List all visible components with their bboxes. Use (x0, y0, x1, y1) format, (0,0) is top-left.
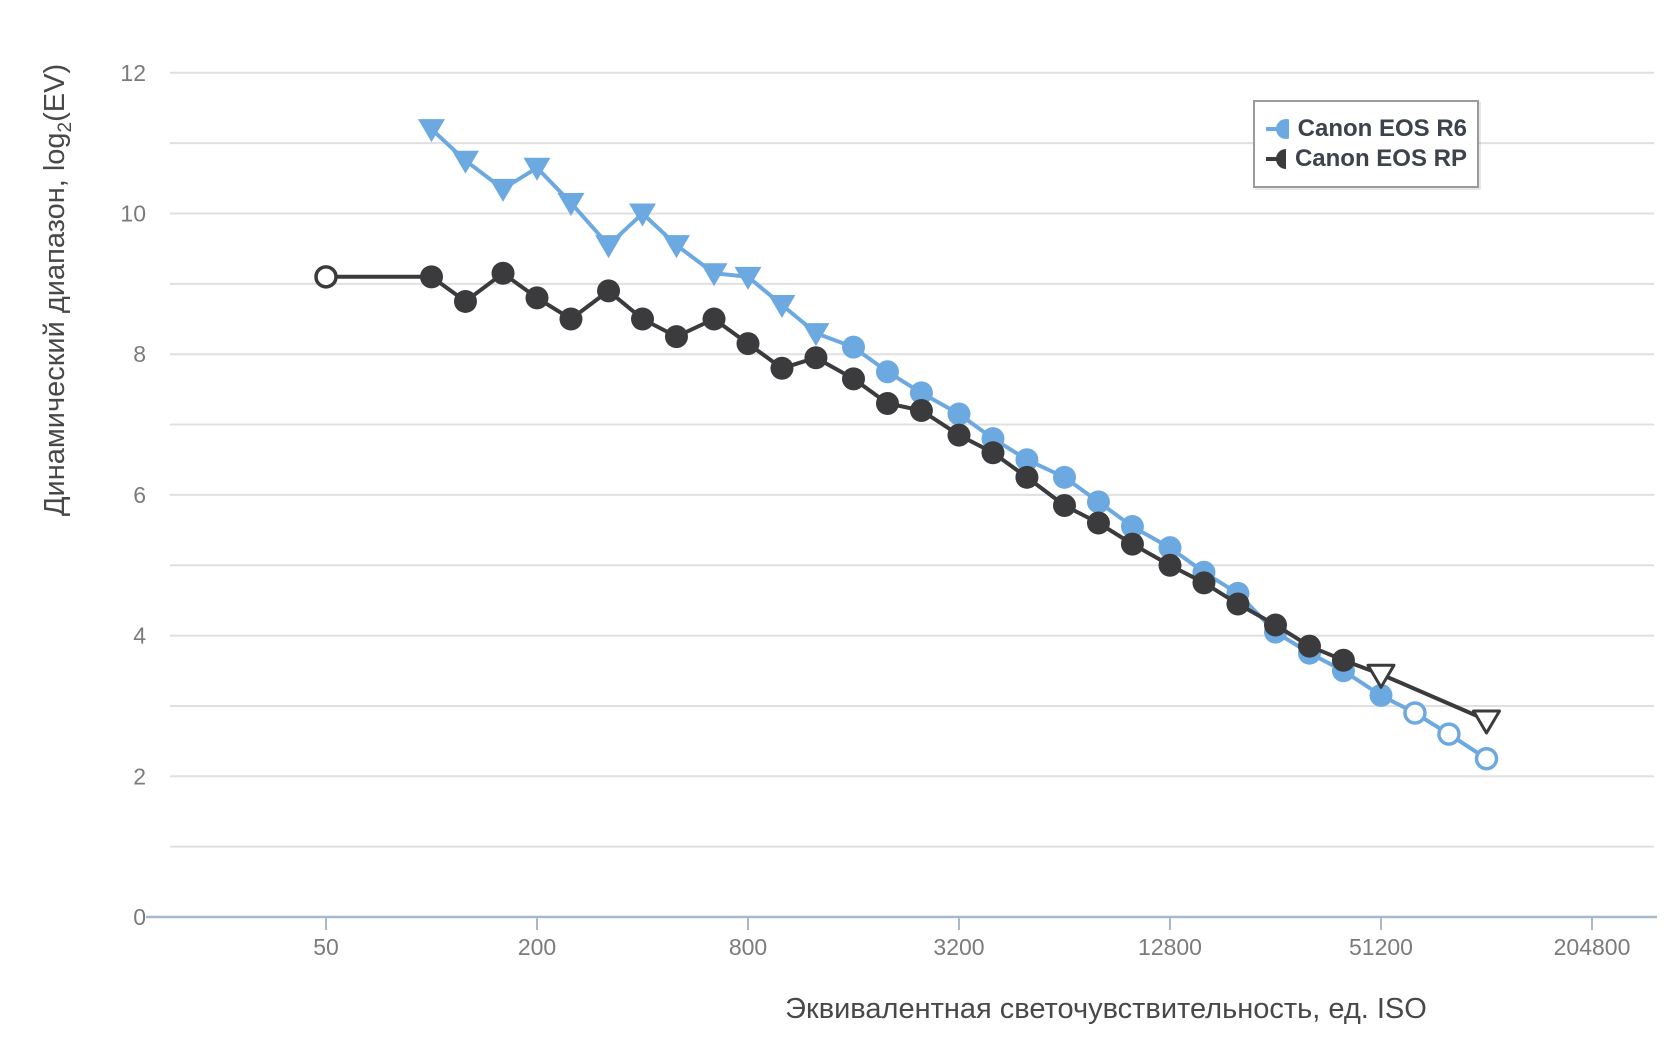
marker-circle-canon-eos-rp (1331, 648, 1355, 672)
marker-triangle-canon-eos-r6 (734, 266, 762, 290)
marker-circle-canon-eos-rp (947, 423, 971, 447)
marker-circle-canon-eos-rp (981, 441, 1005, 465)
marker-circle-canon-eos-rp (1264, 613, 1287, 637)
marker-circle-canon-eos-rp (842, 367, 865, 391)
marker-circle-canon-eos-rp (559, 307, 583, 331)
marker-open-triangle-canon-eos-rp (1366, 663, 1396, 689)
x-tick-labels: 50 200 800 3200 12800 51200 204800 (313, 934, 1630, 960)
x-tick-label: 50 (313, 934, 339, 960)
y-tick-label: 2 (133, 763, 146, 789)
marker-triangle-canon-eos-r6 (557, 192, 585, 216)
y-axis-title-prefix: Динамический диапазон, log (39, 132, 71, 516)
series-group (314, 119, 1501, 771)
marker-circle-canon-eos-rp (909, 398, 933, 422)
marker-triangle-canon-eos-r6 (595, 235, 623, 259)
x-tick-label: 800 (729, 934, 767, 960)
legend-marker-canon-eos-rp (1266, 149, 1286, 169)
x-tick-label: 3200 (933, 934, 984, 960)
marker-circle-canon-eos-rp (1226, 592, 1250, 616)
legend-item-canon-eos-rp[interactable]: Canon EOS RP (1265, 145, 1467, 173)
marker-circle-canon-eos-rp (453, 289, 477, 313)
y-tick-label: 0 (133, 904, 146, 930)
marker-circle-canon-eos-rp (1297, 634, 1321, 658)
marker-circle-canon-eos-r6 (1053, 465, 1076, 489)
marker-circle-canon-eos-r6 (1015, 448, 1039, 472)
marker-circle-canon-eos-r6 (875, 360, 899, 384)
marker-triangle-canon-eos-r6 (489, 178, 517, 202)
marker-circle-canon-eos-rp (631, 307, 654, 331)
marker-circle-canon-eos-r6 (1086, 490, 1110, 514)
marker-circle-canon-eos-r6 (1120, 515, 1144, 539)
marker-circle-canon-eos-rp (770, 356, 794, 380)
legend: Canon EOS R6 Canon EOS RP (1253, 100, 1479, 188)
legend-item-canon-eos-r6[interactable]: Canon EOS R6 (1265, 115, 1467, 143)
x-tick-label: 12800 (1138, 934, 1202, 960)
marker-circle-canon-eos-rp (875, 391, 899, 415)
marker-circle-canon-eos-r6 (842, 335, 865, 359)
x-tick-label: 204800 (1554, 934, 1631, 960)
x-axis (146, 915, 1657, 930)
marker-triangle-canon-eos-r6 (768, 294, 796, 318)
marker-open-circle-canon-eos-r6 (1437, 722, 1461, 746)
marker-circle-canon-eos-rp (420, 265, 443, 289)
legend-label-canon-eos-r6: Canon EOS R6 (1297, 115, 1467, 142)
x-axis-title: Эквивалентная светочувствительность, ед.… (785, 993, 1427, 1025)
y-tick-labels: 0 2 4 6 8 10 12 (120, 60, 146, 930)
x-tick-label: 51200 (1349, 934, 1413, 960)
marker-circle-canon-eos-rp (736, 332, 760, 356)
marker-circle-canon-eos-rp (1015, 465, 1039, 489)
x-tick-label: 200 (518, 934, 556, 960)
y-tick-label: 6 (133, 482, 146, 508)
marker-circle-canon-eos-r6 (1158, 536, 1182, 560)
marker-circle-canon-eos-rp (702, 307, 726, 331)
marker-open-circle-canon-eos-r6 (1403, 701, 1427, 725)
marker-circle-canon-eos-rp (664, 325, 688, 349)
marker-triangle-canon-eos-r6 (629, 203, 656, 227)
marker-circle-canon-eos-rp (597, 279, 621, 303)
y-tick-label: 12 (120, 60, 146, 86)
y-tick-label: 10 (120, 201, 146, 227)
marker-circle-canon-eos-rp (1053, 493, 1076, 517)
marker-circle-canon-eos-rp (525, 286, 549, 310)
y-axis-title-suffix: (EV) (39, 64, 71, 122)
marker-triangle-canon-eos-r6 (523, 157, 551, 181)
marker-open-triangle-canon-eos-rp (1472, 709, 1501, 735)
marker-circle-canon-eos-rp (1192, 571, 1216, 595)
marker-open-circle-canon-eos-rp (314, 265, 338, 289)
marker-triangle-canon-eos-r6 (802, 323, 830, 347)
marker-circle-canon-eos-rp (1120, 532, 1144, 556)
marker-circle-canon-eos-rp (491, 261, 515, 285)
marker-open-circle-canon-eos-r6 (1474, 746, 1499, 771)
marker-circle-canon-eos-r6 (1369, 683, 1393, 707)
marker-triangle-canon-eos-r6 (451, 150, 479, 174)
y-axis-title-subscript: 2 (55, 122, 76, 133)
gridlines (170, 71, 1654, 848)
marker-triangle-canon-eos-r6 (662, 235, 690, 259)
marker-triangle-canon-eos-r6 (418, 119, 445, 143)
marker-circle-canon-eos-rp (804, 346, 828, 370)
marker-circle-canon-eos-rp (1086, 511, 1110, 535)
marker-circle-canon-eos-r6 (947, 402, 971, 426)
y-tick-label: 4 (133, 623, 146, 649)
legend-marker-canon-eos-r6 (1266, 119, 1289, 139)
marker-triangle-canon-eos-r6 (700, 263, 728, 287)
y-axis-title: Динамический диапазон, log2(EV) (39, 64, 76, 516)
marker-circle-canon-eos-rp (1158, 553, 1182, 577)
y-tick-label: 8 (133, 341, 146, 367)
series-canon-eos-rp (314, 261, 1501, 735)
legend-label-canon-eos-rp: Canon EOS RP (1294, 145, 1467, 172)
marker-circle-canon-eos-r6 (909, 381, 933, 405)
